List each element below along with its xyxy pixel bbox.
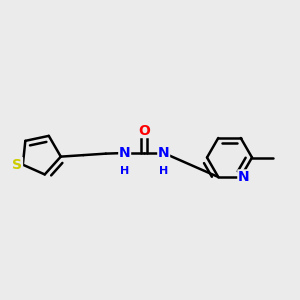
Text: N: N bbox=[158, 146, 170, 160]
Text: O: O bbox=[138, 124, 150, 137]
Text: H: H bbox=[159, 166, 168, 176]
Text: H: H bbox=[120, 166, 129, 176]
Text: N: N bbox=[238, 170, 250, 184]
Text: N: N bbox=[119, 146, 130, 160]
Text: S: S bbox=[12, 158, 22, 172]
